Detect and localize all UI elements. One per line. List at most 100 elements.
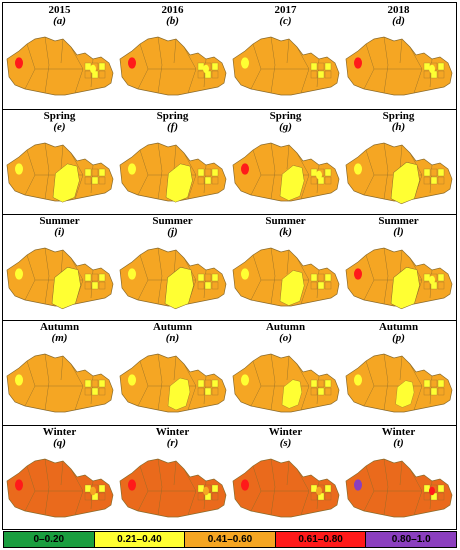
value-hotspot bbox=[316, 486, 322, 496]
row-divider bbox=[3, 319, 456, 321]
panel-label: (e) bbox=[53, 120, 66, 133]
region-base-fill bbox=[345, 36, 453, 96]
map-panel: 2017 (c) bbox=[229, 4, 342, 109]
small-district bbox=[437, 379, 445, 387]
legend-item: 0.61–0.80 bbox=[275, 532, 367, 547]
small-district bbox=[204, 176, 212, 184]
panel-label: (a) bbox=[53, 15, 66, 27]
small-district bbox=[324, 281, 332, 290]
district-boundary bbox=[44, 36, 50, 94]
district-boundary bbox=[270, 247, 276, 305]
small-district bbox=[91, 379, 99, 387]
district-boundary bbox=[399, 38, 403, 64]
value-hotspot bbox=[128, 162, 136, 175]
low-value-zone bbox=[390, 161, 420, 204]
small-district bbox=[197, 281, 205, 290]
small-district bbox=[324, 70, 332, 79]
panel-label: (c) bbox=[279, 15, 292, 27]
map-panel: Winter (q) bbox=[3, 426, 116, 531]
panel-title: Summer bbox=[265, 215, 306, 227]
small-district bbox=[211, 484, 219, 493]
small-district bbox=[437, 168, 445, 176]
small-district bbox=[91, 387, 99, 395]
value-hotspot bbox=[354, 479, 362, 491]
panel-title: Autumn bbox=[39, 320, 80, 333]
value-hotspot bbox=[241, 162, 249, 175]
small-district bbox=[98, 273, 106, 282]
small-district bbox=[430, 168, 438, 176]
district-boundary bbox=[399, 460, 403, 486]
small-district bbox=[84, 176, 92, 184]
panel-label: (k) bbox=[279, 226, 292, 238]
small-district bbox=[317, 70, 325, 79]
region-base-fill bbox=[6, 353, 114, 412]
legend-item: 0.41–0.60 bbox=[185, 532, 276, 547]
region-base-fill bbox=[345, 353, 453, 412]
district-boundary bbox=[173, 249, 177, 275]
small-district bbox=[84, 168, 92, 176]
district-boundary bbox=[173, 38, 177, 64]
region-base-fill bbox=[6, 36, 114, 96]
low-value-zone bbox=[395, 379, 415, 408]
small-district bbox=[84, 281, 92, 290]
small-district bbox=[317, 387, 325, 395]
panel-title: Spring bbox=[43, 109, 76, 122]
panel-title: Spring bbox=[156, 109, 189, 122]
small-district bbox=[204, 379, 212, 387]
small-district bbox=[310, 176, 318, 184]
panel-label: (t) bbox=[393, 437, 404, 449]
panel-label: (m) bbox=[51, 331, 68, 344]
district-boundary bbox=[60, 144, 64, 169]
small-district bbox=[310, 281, 318, 290]
region-map bbox=[6, 36, 114, 96]
value-hotspot bbox=[241, 479, 249, 491]
small-district bbox=[197, 492, 205, 501]
region-map bbox=[232, 142, 340, 201]
region-map bbox=[119, 458, 227, 518]
value-hotspot bbox=[354, 162, 362, 175]
panel-title: Spring bbox=[269, 109, 302, 122]
district-boundary bbox=[157, 142, 163, 199]
region-map bbox=[6, 458, 114, 518]
panel-title: Summer bbox=[39, 215, 80, 227]
value-hotspot bbox=[241, 373, 249, 386]
value-hotspot bbox=[15, 57, 23, 69]
small-district bbox=[91, 281, 99, 290]
small-district bbox=[84, 379, 92, 387]
row-divider bbox=[3, 214, 456, 215]
panel-label: (i) bbox=[54, 226, 65, 238]
small-district bbox=[324, 379, 332, 387]
small-district bbox=[197, 387, 205, 395]
region-map bbox=[232, 36, 340, 96]
small-district bbox=[98, 168, 106, 176]
small-district bbox=[98, 484, 106, 493]
map-panel: Autumn (o) bbox=[229, 321, 342, 426]
panel-label: (r) bbox=[166, 437, 179, 449]
value-hotspot bbox=[90, 486, 96, 496]
panel-title: Autumn bbox=[265, 320, 306, 333]
small-district bbox=[211, 387, 219, 395]
small-district bbox=[324, 492, 332, 501]
row-divider bbox=[3, 425, 456, 426]
value-hotspot bbox=[15, 268, 23, 280]
region-map bbox=[119, 142, 227, 202]
district-boundary bbox=[60, 355, 64, 380]
small-district bbox=[211, 168, 219, 176]
panel-title: Winter bbox=[381, 426, 416, 438]
small-district bbox=[423, 379, 431, 387]
panel-title: Winter bbox=[42, 426, 77, 438]
small-district bbox=[211, 281, 219, 290]
small-district bbox=[423, 176, 431, 184]
district-boundary bbox=[383, 247, 389, 305]
legend-item: 0.21–0.40 bbox=[94, 532, 186, 547]
panel-title: Spring bbox=[382, 109, 415, 122]
small-district bbox=[204, 273, 212, 282]
region-map bbox=[345, 458, 453, 518]
panel-label: (j) bbox=[167, 226, 178, 238]
panel-title: Autumn bbox=[152, 320, 193, 333]
panel-title: 2015 bbox=[48, 4, 71, 16]
value-hotspot bbox=[429, 275, 435, 285]
value-hotspot bbox=[241, 57, 249, 69]
small-district bbox=[317, 281, 325, 290]
small-district bbox=[430, 176, 438, 184]
